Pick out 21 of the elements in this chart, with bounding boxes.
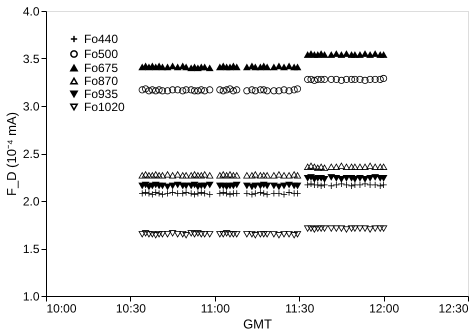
x-tick-label: 12:30 xyxy=(438,302,469,316)
y-tick-label: 3.0 xyxy=(22,100,40,114)
legend-label: Fo440 xyxy=(84,32,118,46)
y-tick-label: 2.0 xyxy=(22,194,40,208)
x-tick-label: 12:00 xyxy=(369,302,400,316)
y-tick-label: 1.0 xyxy=(22,290,40,304)
legend-label: Fo935 xyxy=(84,87,118,101)
legend-label: Fo870 xyxy=(84,74,118,88)
y-tick-label: 2.5 xyxy=(22,147,40,161)
legend-label: Fo500 xyxy=(84,47,118,61)
y-axis-title: F_D (10⁻⁴ mA) xyxy=(4,112,19,196)
x-tick-label: 11:00 xyxy=(200,302,230,316)
y-tick-label: 1.5 xyxy=(22,242,40,256)
x-tick-label: 10:00 xyxy=(46,302,77,316)
x-tick-label: 10:30 xyxy=(116,302,146,316)
y-tick-label: 4.0 xyxy=(22,4,40,18)
x-tick-label: 11:30 xyxy=(285,302,315,316)
y-tick-label: 3.5 xyxy=(22,52,40,66)
legend-label: Fo1020 xyxy=(84,100,126,114)
x-axis-title: GMT xyxy=(243,316,272,332)
legend-label: Fo675 xyxy=(84,61,118,75)
